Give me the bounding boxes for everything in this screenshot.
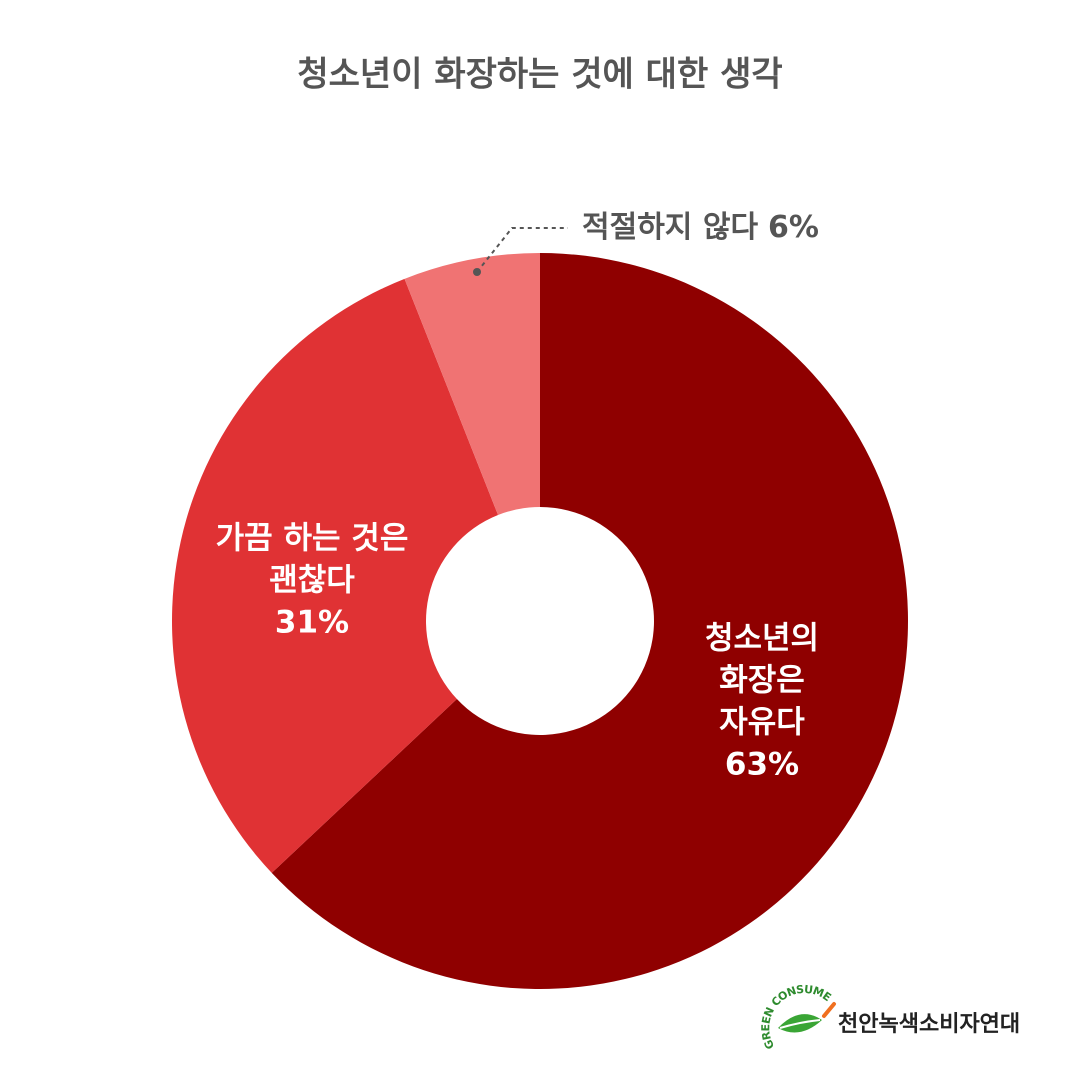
chart-title: 청소년이 화장하는 것에 대한 생각 — [297, 55, 782, 95]
logo-vein — [779, 1019, 821, 1029]
donut-slice — [404, 253, 540, 516]
value-label: 31% — [275, 605, 349, 641]
leader-line — [476, 227, 568, 273]
category-label: 청소년의 — [705, 621, 819, 657]
leader-dot — [473, 268, 481, 276]
value-label: 63% — [725, 747, 799, 783]
category-label: 가끔 하는 것은 — [216, 521, 409, 557]
data-label: 적절하지 않다 6% — [582, 210, 819, 245]
value-label: 6% — [768, 210, 819, 245]
logo-accent — [822, 1002, 836, 1018]
donut-slice — [171, 278, 499, 873]
category-label: 괜찮다 — [269, 563, 355, 599]
category-label: 화장은 — [719, 663, 805, 699]
donut-slice — [271, 253, 908, 989]
category-label: 적절하지 않다 — [582, 210, 758, 245]
category-label: 자유다 — [719, 705, 805, 741]
logo-name: 천안녹색소비자연대 — [838, 1012, 1020, 1037]
